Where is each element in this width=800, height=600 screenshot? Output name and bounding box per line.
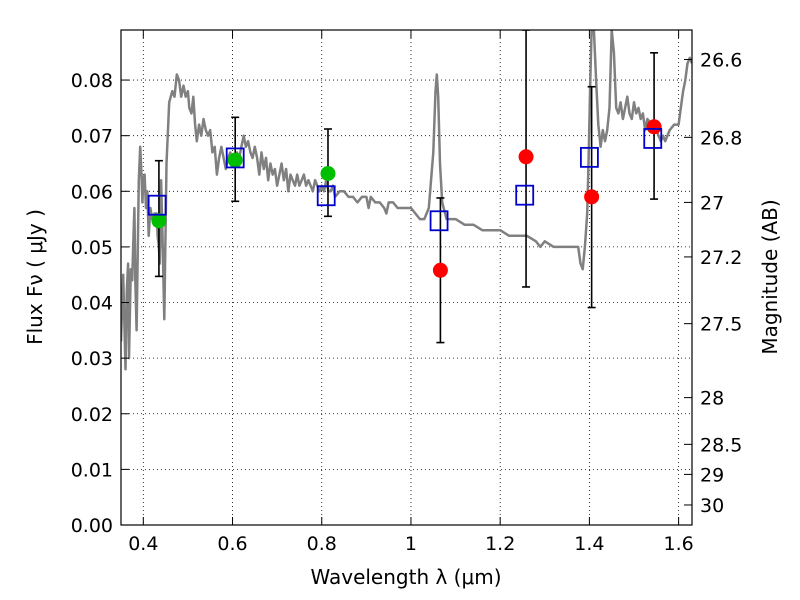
y-tick-label: 0.03 <box>71 348 113 370</box>
photometry-point <box>646 119 662 135</box>
y-tick-label: 0.08 <box>71 70 113 92</box>
y2-tick-label: 29 <box>700 464 724 486</box>
model-band-square <box>316 185 336 207</box>
plot-background <box>121 30 692 525</box>
photometry-point <box>227 152 243 168</box>
plot-frame <box>120 29 693 526</box>
photometry-point <box>151 213 167 229</box>
x-tick-label: 0.6 <box>217 533 247 555</box>
model-band-square <box>643 128 663 149</box>
y2-tick-label: 26.8 <box>700 127 742 149</box>
y2-axis-title: Magnitude (AB) <box>758 199 782 354</box>
x-tick-label: 0.4 <box>128 533 158 555</box>
model-band-square <box>147 194 167 216</box>
y2-tick-label: 27.2 <box>700 247 742 269</box>
y2-tick-label: 28.5 <box>700 434 742 456</box>
y-tick-label: 0.02 <box>71 404 113 426</box>
y-tick-label: 0.06 <box>71 181 113 203</box>
y-tick-label: 0.00 <box>71 515 113 537</box>
photometry-point <box>518 149 534 165</box>
x-tick-label: 1.2 <box>485 533 515 555</box>
y-axis-title: Flux Fν ( μJy ) <box>23 209 47 345</box>
y2-tick-label: 26.6 <box>700 49 742 71</box>
model-band-square <box>429 210 449 232</box>
model-band-square <box>225 147 245 169</box>
y-tick-label: 0.07 <box>71 126 113 148</box>
y-tick-label: 0.01 <box>71 459 113 481</box>
y-tick-label: 0.05 <box>71 237 113 259</box>
x-tick-label: 1.6 <box>664 533 694 555</box>
y2-tick-label: 28 <box>700 388 724 410</box>
x-tick-label: 1.4 <box>574 533 604 555</box>
y2-tick-label: 27.5 <box>700 314 742 336</box>
model-band-square <box>515 184 535 206</box>
grid <box>121 30 692 525</box>
tick-layer: 0.4 0.6 0.8 1 1.2 1.4 1.6 0.00 0.01 0.02 0.03 0.04 0… <box>71 30 742 555</box>
photometry-point <box>584 189 600 205</box>
x-tick-label: 0.8 <box>307 533 337 555</box>
x-tick-label: 1 <box>405 533 417 555</box>
data-layer <box>121 30 692 371</box>
model-band-square <box>579 146 599 168</box>
y2-tick-label: 30 <box>700 495 724 517</box>
photometry-point <box>432 262 448 278</box>
x-axis-title: Wavelength λ (μm) <box>310 565 501 589</box>
photometry-point <box>320 165 336 181</box>
y-tick-label: 0.04 <box>71 293 113 315</box>
y2-tick-label: 27 <box>700 192 724 214</box>
